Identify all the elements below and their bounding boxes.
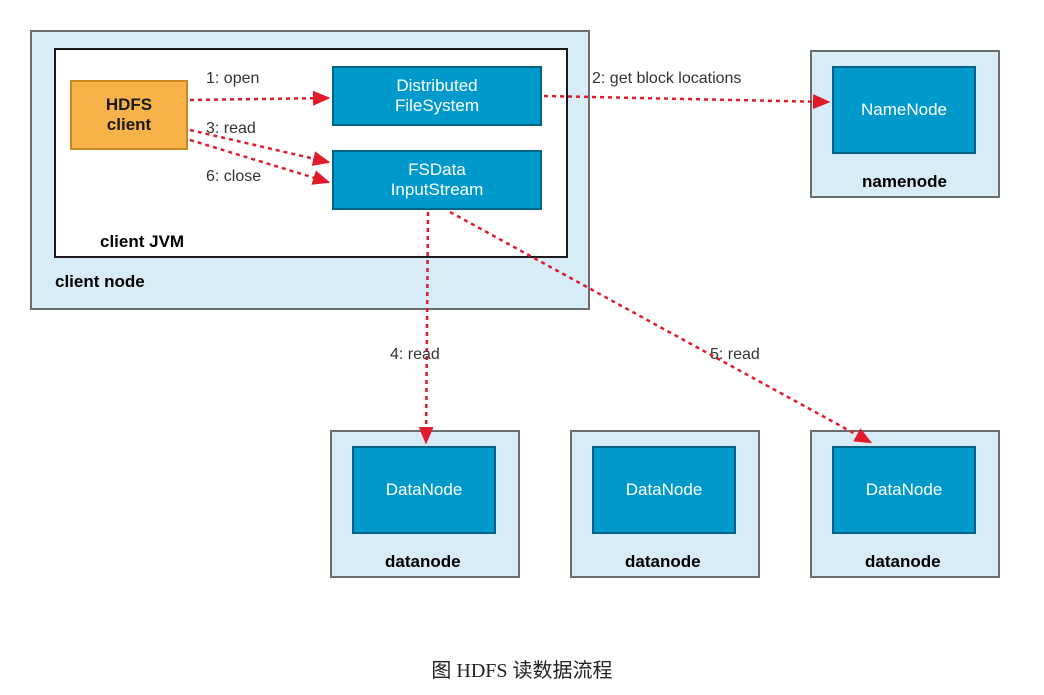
edge-label-e2: 2: get block locations (592, 70, 741, 88)
hdfs-client-box: HDFS client (70, 80, 188, 150)
fsdata-inputstream-box: FSData InputStream (332, 150, 542, 210)
datanode2-line1: DataNode (626, 480, 703, 500)
edge-label-e6: 6: close (206, 168, 261, 186)
edge-label-e3: 3: read (206, 120, 256, 138)
client-jvm-label: client JVM (100, 232, 184, 252)
datanode1-container-label: datanode (385, 552, 461, 572)
namenode-box: NameNode (832, 66, 976, 154)
namenode-container-label: namenode (862, 172, 947, 192)
datanode3-line1: DataNode (866, 480, 943, 500)
client-node-label: client node (55, 272, 145, 292)
fsdata-line1: FSData (408, 160, 466, 180)
datanode1-line1: DataNode (386, 480, 463, 500)
edge-label-e5: 5: read (710, 346, 760, 364)
datanode3-container-label: datanode (865, 552, 941, 572)
diagram: client node client JVM namenode datanode… (20, 10, 1024, 640)
hdfs-client-line2: client (107, 115, 151, 135)
figure-caption: 图 HDFS 读数据流程 (0, 654, 1044, 683)
hdfs-client-line1: HDFS (106, 95, 152, 115)
datanode2-box: DataNode (592, 446, 736, 534)
edge-label-e4: 4: read (390, 346, 440, 364)
dist-fs-line1: Distributed (396, 76, 477, 96)
fsdata-line2: InputStream (391, 180, 484, 200)
datanode2-container-label: datanode (625, 552, 701, 572)
distributed-filesystem-box: Distributed FileSystem (332, 66, 542, 126)
dist-fs-line2: FileSystem (395, 96, 479, 116)
edge-label-e1: 1: open (206, 70, 259, 88)
datanode1-box: DataNode (352, 446, 496, 534)
namenode-line1: NameNode (861, 100, 947, 120)
datanode3-box: DataNode (832, 446, 976, 534)
